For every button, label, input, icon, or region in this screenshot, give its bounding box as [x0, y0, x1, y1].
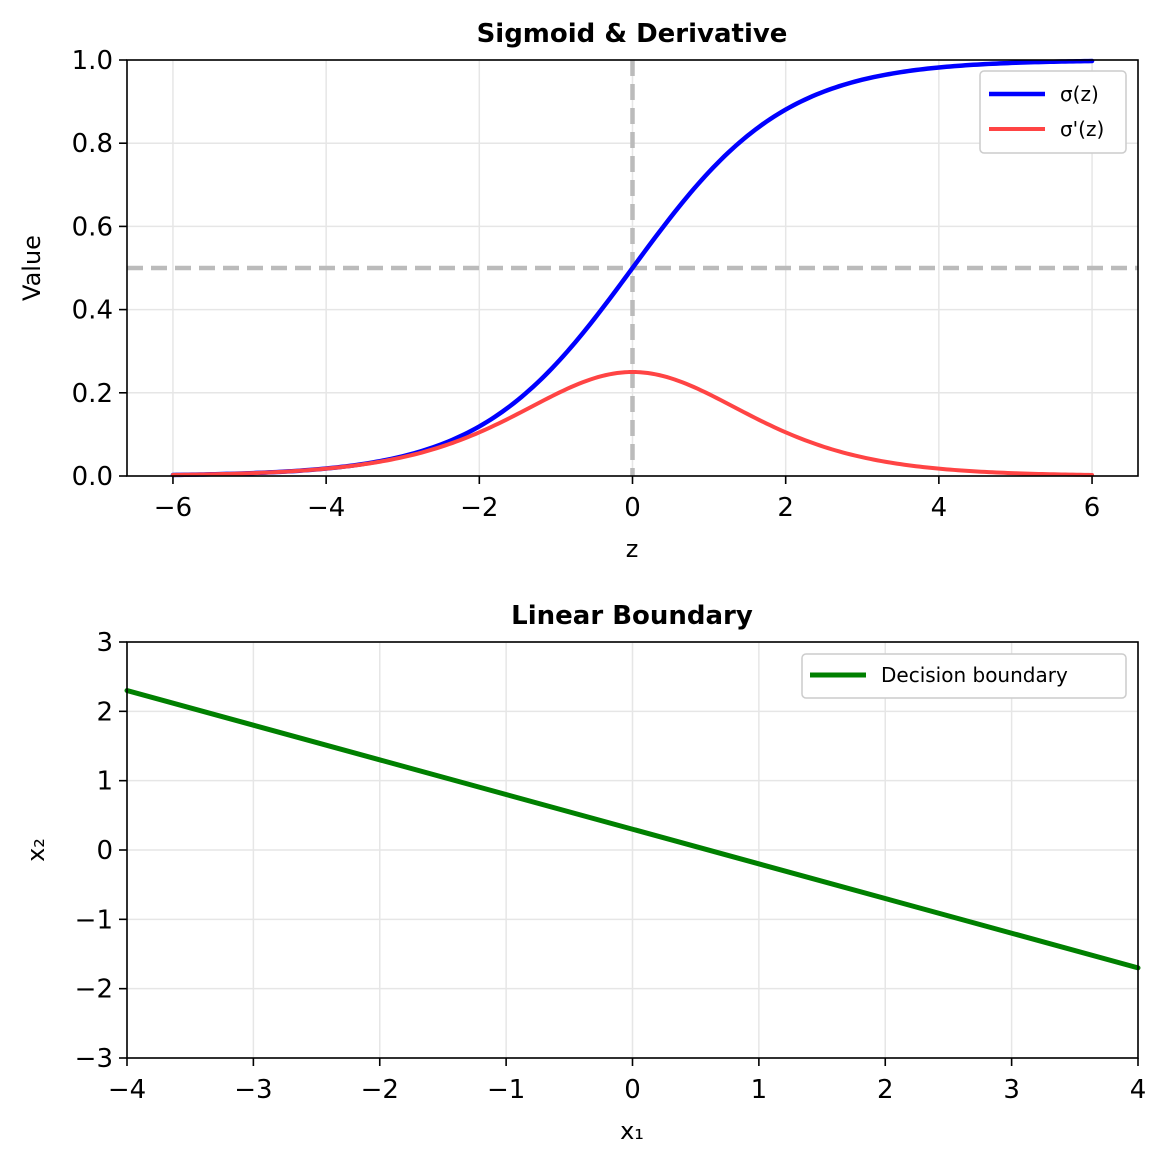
sigmoid-y-tick-label: 0.2: [72, 379, 113, 409]
sigmoid-y-tick-label: 1.0: [72, 46, 113, 76]
sigmoid-legend: σ(z) σ'(z): [979, 70, 1127, 154]
boundary-y-tick-label: 0: [96, 836, 113, 866]
boundary-x-tick-label: −2: [361, 1075, 399, 1105]
boundary-x-tick-label: −4: [108, 1075, 146, 1105]
boundary-x-tick-label: 2: [877, 1075, 894, 1105]
boundary-x-axis-label: x₁: [620, 1117, 644, 1145]
sigmoid-x-axis-label: z: [626, 535, 639, 563]
boundary-chart-title: Linear Boundary: [511, 601, 753, 631]
sigmoid-x-tick-label: −2: [460, 493, 498, 523]
boundary-y-tick-label: −3: [75, 1044, 113, 1074]
sigmoid-chart-title: Sigmoid & Derivative: [477, 19, 788, 49]
sigmoid-y-tick-label: 0.4: [72, 296, 113, 326]
sigmoid-legend-box: [979, 70, 1127, 154]
boundary-y-tick-label: 3: [96, 628, 113, 658]
boundary-y-ticks: −3 −2 −1 0 1 2 3: [75, 628, 127, 1074]
boundary-series-line-0: [124, 688, 1141, 971]
sigmoid-x-ticks: −6 −4 −2 0 2 4 6: [154, 476, 1101, 523]
sigmoid-y-ticks: 0.0 0.2 0.4 0.6 0.8 1.0: [72, 46, 127, 492]
boundary-y-tick-label: 1: [96, 767, 113, 797]
legend-label-derivative: σ'(z): [1060, 117, 1104, 141]
sigmoid-x-tick-label: −6: [154, 493, 192, 523]
boundary-y-tick-label: −2: [75, 975, 113, 1005]
sigmoid-x-tick-label: 0: [624, 493, 641, 523]
boundary-legend-box: [801, 653, 1127, 699]
boundary-x-ticks: −4 −3 −2 −1 0 1 2 3 4: [108, 1058, 1146, 1105]
sigmoid-y-axis-label: Value: [18, 235, 46, 301]
sigmoid-series-line-1: [170, 370, 1095, 477]
sigmoid-panel: Sigmoid & Derivative −6 −4 −2 0 2 4 6 0.00.20.…: [18, 19, 1139, 563]
sigmoid-x-tick-label: 2: [777, 493, 794, 523]
boundary-x-tick-label: 3: [1003, 1075, 1020, 1105]
boundary-x-tick-label: −3: [234, 1075, 272, 1105]
legend-label-sigmoid: σ(z): [1060, 82, 1099, 106]
boundary-legend: Decision boundary: [801, 653, 1127, 699]
boundary-x-tick-label: −1: [487, 1075, 525, 1105]
boundary-y-tick-label: −1: [75, 905, 113, 935]
boundary-panel: Linear Boundary −4 −3 −2 −1 0 1 2 3 4 −3−2−10123…: [22, 601, 1146, 1145]
boundary-y-axis-label: x₂: [22, 838, 50, 862]
sigmoid-x-tick-label: −4: [307, 493, 345, 523]
sigmoid-y-tick-label: 0.0: [72, 462, 113, 492]
sigmoid-y-tick-label: 0.6: [72, 212, 113, 242]
sigmoid-series: [170, 58, 1095, 478]
boundary-y-tick-label: 2: [96, 697, 113, 727]
sigmoid-x-tick-label: 6: [1084, 493, 1101, 523]
boundary-series: [124, 688, 1141, 971]
boundary-x-tick-label: 1: [751, 1075, 768, 1105]
sigmoid-y-tick-label: 0.8: [72, 129, 113, 159]
legend-label-boundary: Decision boundary: [881, 663, 1068, 687]
sigmoid-x-tick-label: 4: [931, 493, 948, 523]
boundary-x-tick-label: 4: [1130, 1075, 1147, 1105]
boundary-x-tick-label: 0: [624, 1075, 641, 1105]
